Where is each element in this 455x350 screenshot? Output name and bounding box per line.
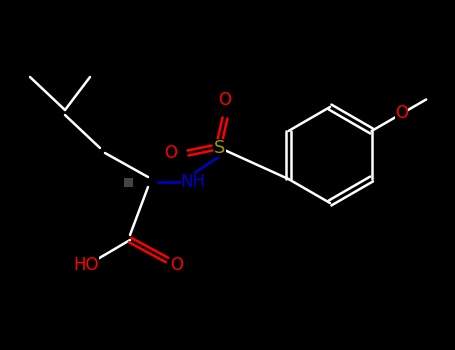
Text: S: S <box>214 139 226 157</box>
Text: O: O <box>395 105 409 122</box>
Bar <box>123 177 132 187</box>
Text: HO: HO <box>73 256 99 274</box>
Text: O: O <box>165 144 177 162</box>
Text: O: O <box>218 91 232 109</box>
Text: NH: NH <box>181 173 206 191</box>
Text: O: O <box>171 256 183 274</box>
